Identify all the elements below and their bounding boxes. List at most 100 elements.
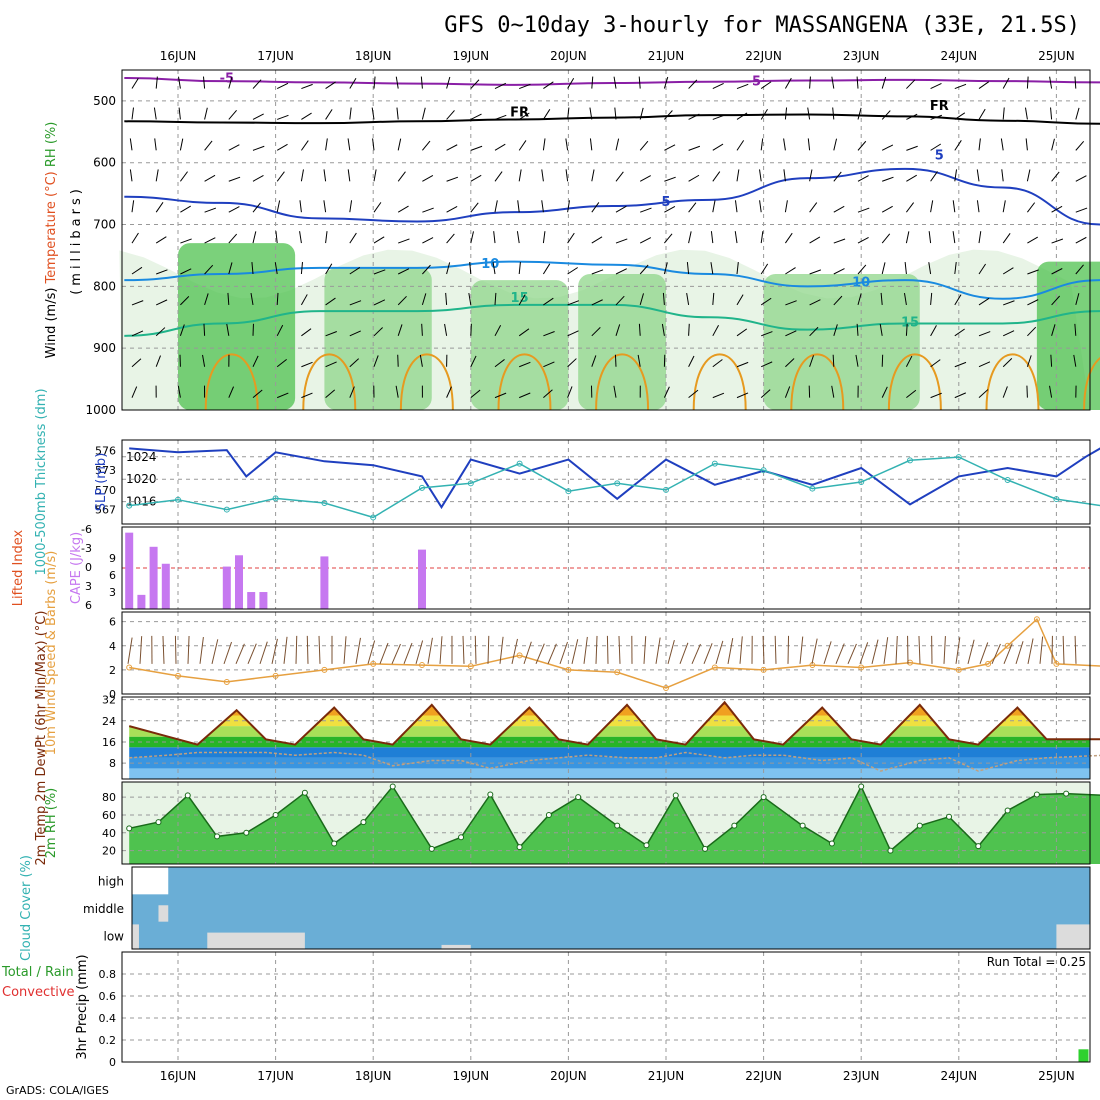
- thickness-point-11: [663, 486, 669, 493]
- barb-shaft: [419, 354, 423, 367]
- barb-shaft: [1000, 138, 1004, 151]
- sfc-barb: [462, 635, 465, 664]
- thickness-point-14: [809, 485, 816, 492]
- barb-shaft: [978, 297, 990, 306]
- barb-shaft: [856, 323, 859, 336]
- sfc-barb: [139, 636, 143, 664]
- barb-shaft: [1026, 355, 1032, 367]
- barb-shaft: [785, 330, 797, 337]
- isotherm--5: [124, 77, 1100, 86]
- pres-ylabel-left: 1000-500mb Thickness (dm): [34, 388, 49, 575]
- barb-shaft: [274, 262, 278, 275]
- barb-shaft: [712, 143, 724, 151]
- sfc-barb: [583, 636, 588, 664]
- barb-shaft: [202, 76, 206, 89]
- barb-shaft: [880, 292, 883, 305]
- barb-shaft: [761, 331, 773, 337]
- thick-tick-567: 567: [95, 504, 116, 517]
- sfc-barb: [691, 643, 701, 665]
- barb-shaft: [615, 238, 628, 244]
- wind-point-18: [985, 660, 992, 667]
- barb-shaft: [1073, 354, 1077, 367]
- upper-ytick-900: 900: [93, 341, 116, 355]
- thickness-point-13: [760, 467, 767, 474]
- barb-shaft: [395, 385, 399, 398]
- barb-shaft: [252, 389, 263, 399]
- rh-point-30: [1033, 791, 1040, 798]
- barb-shaft: [736, 169, 740, 182]
- barb-shaft: [444, 323, 448, 336]
- barb-shaft: [397, 205, 409, 213]
- barb-shaft: [637, 354, 641, 367]
- sfc-barb: [847, 643, 857, 665]
- barb-shaft: [180, 205, 191, 213]
- barb-shaft: [833, 138, 838, 151]
- barb-shaft: [1074, 323, 1077, 336]
- sfc-barb: [703, 643, 713, 665]
- sfc-barb: [235, 643, 245, 665]
- sfc-barb: [571, 639, 579, 664]
- barb-shaft: [783, 169, 786, 182]
- barb-shaft: [470, 113, 482, 120]
- wind-speed-line: [129, 617, 1100, 689]
- temp-ylabel: 2m Temp 2m DewPt (6hr Min/Max) (°C): [34, 611, 49, 866]
- temp-tick-8: 8: [109, 757, 116, 770]
- barb-shaft: [639, 107, 644, 120]
- sfc-barb: [247, 643, 257, 665]
- barb-shaft: [1026, 76, 1029, 89]
- rh-point-18: [672, 792, 679, 799]
- barb-shaft: [881, 205, 893, 213]
- warm-contour-8: [985, 353, 1040, 411]
- barb-shaft: [785, 358, 795, 368]
- barb-shaft: [613, 385, 617, 398]
- barb-shaft: [131, 300, 144, 306]
- barb-shaft: [252, 231, 257, 244]
- barb-shaft: [325, 109, 333, 120]
- sfc-barb: [499, 636, 504, 664]
- precip-legend-total: Total / Rain: [1, 965, 74, 980]
- barb-shaft: [494, 324, 502, 337]
- rh-point-5: [272, 811, 279, 818]
- barb-shaft: [736, 361, 749, 368]
- rh-point-15: [575, 794, 582, 801]
- barb-shaft: [325, 389, 336, 399]
- thickness-point-5: [370, 514, 377, 521]
- wind-point-5: [370, 660, 377, 667]
- barb-shaft: [276, 324, 284, 337]
- barb-shaft: [664, 205, 676, 213]
- wind-point-15: [858, 664, 865, 671]
- barb-shaft: [494, 114, 507, 120]
- sfc-barb: [823, 641, 832, 665]
- rh-point-1: [155, 819, 162, 826]
- barb-shaft: [492, 262, 496, 275]
- top-date-18JUN: 18JUN: [355, 49, 392, 63]
- barb-shaft: [615, 171, 624, 182]
- barb-shaft: [856, 76, 859, 89]
- rh-point-20: [731, 822, 738, 829]
- barb-shaft: [543, 297, 554, 306]
- sfc-barb: [859, 642, 869, 665]
- barb-shaft: [906, 389, 917, 399]
- sfc-barb: [606, 635, 609, 664]
- barb-shaft: [250, 292, 254, 305]
- barb-shaft: [276, 200, 281, 213]
- contour-label-8: 15: [511, 291, 529, 306]
- precip-ylabel: 3hr Precip (mm): [75, 954, 90, 1059]
- contour-label-4: 5: [935, 149, 944, 164]
- sfc-barb: [367, 640, 376, 664]
- barb-shaft: [179, 138, 184, 151]
- barb-shaft: [565, 169, 569, 182]
- barb-shaft: [857, 175, 869, 182]
- rh-point-6: [301, 789, 308, 796]
- barb-shaft: [712, 359, 723, 368]
- barb-shaft: [397, 138, 402, 151]
- temp-band-3: [129, 736, 1090, 748]
- barb-shaft: [1051, 138, 1055, 151]
- barb-shaft: [831, 76, 835, 89]
- barb-shaft: [906, 202, 915, 213]
- isotherm-5: [124, 167, 1100, 226]
- barb-shaft: [349, 232, 357, 244]
- rh-point-11: [458, 834, 465, 841]
- pres-ylabel-right: SLP (mb): [94, 453, 109, 512]
- sfc-barb: [174, 635, 177, 664]
